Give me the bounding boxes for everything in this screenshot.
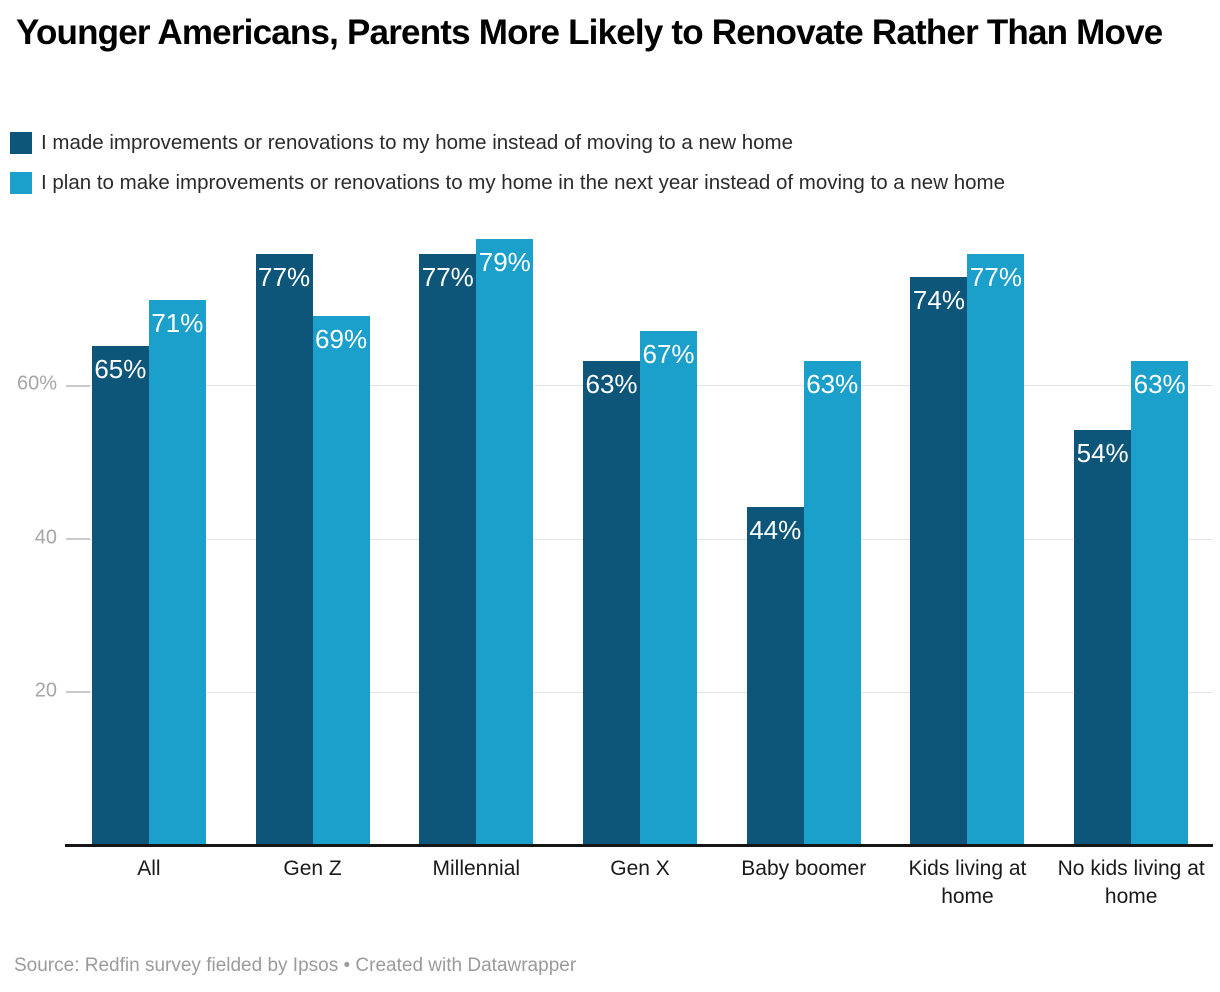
bar-plan-baby-boomer: 63%: [803, 361, 861, 844]
bar-made-gen-x: 63%: [583, 361, 641, 844]
category-label-text: Gen X: [610, 857, 670, 880]
legend-label: I plan to make improvements or renovatio…: [41, 170, 1005, 194]
bar-made-no-kids-living-at-home: 54%: [1074, 430, 1132, 844]
category-label: Millennial: [394, 855, 558, 883]
bar-value-label: 77%: [421, 262, 474, 292]
bar-plan-millennial: 79%: [476, 239, 534, 844]
x-axis-line: [65, 844, 1213, 847]
bar-plan-gen-x: 67%: [640, 331, 698, 844]
bar-made-baby-boomer: 44%: [746, 507, 804, 844]
bar-group-no-kids-living-at-home: 54% 63%: [1049, 229, 1213, 844]
category-label-text: Gen Z: [283, 857, 342, 880]
category-label-text: Millennial: [432, 857, 521, 880]
bar-group-kids-living-at-home: 74% 77%: [886, 229, 1050, 844]
chart-title: Younger Americans, Parents More Likely t…: [16, 13, 1163, 52]
legend-swatch-icon: [10, 171, 32, 194]
y-axis-tick: [66, 691, 90, 694]
category-label-text: All: [137, 857, 161, 880]
bar-value-label: 69%: [315, 324, 368, 354]
chart-legend: I made improvements or renovations to my…: [10, 131, 1210, 211]
bar-value-label: 63%: [1133, 369, 1186, 399]
bar-value-label: 65%: [94, 354, 147, 384]
category-label: No kids living at home: [1049, 855, 1213, 911]
bar-made-all: 65%: [91, 346, 149, 844]
bar-made-millennial: 77%: [419, 254, 477, 844]
bar-value-label: 63%: [585, 369, 638, 399]
bar-value-label: 79%: [478, 247, 531, 277]
category-label: Gen Z: [231, 855, 395, 883]
category-label-text: Baby boomer: [741, 857, 867, 880]
bar-made-kids-living-at-home: 74%: [910, 277, 968, 844]
legend-item: I made improvements or renovations to my…: [10, 131, 1210, 155]
bar-group-millennial: 77% 79%: [394, 229, 558, 844]
bar-group-baby-boomer: 44% 63%: [722, 229, 886, 844]
y-axis-tick: [66, 384, 90, 387]
category-label: Gen X: [558, 855, 722, 883]
y-axis-tick-label: 20: [34, 679, 57, 702]
source-attribution: Source: Redfin survey fielded by Ipsos •…: [14, 955, 577, 976]
legend-swatch-icon: [10, 132, 32, 155]
bar-value-label: 63%: [806, 369, 859, 399]
legend-label: I made improvements or renovations to my…: [41, 131, 794, 154]
bar-value-label: 77%: [969, 262, 1022, 292]
bar-plan-no-kids-living-at-home: 63%: [1131, 361, 1189, 844]
bar-plan-kids-living-at-home: 77%: [967, 254, 1025, 844]
bar-value-label: 74%: [912, 285, 965, 315]
category-axis-labels: All Gen Z Millennial Gen X Baby boomer Kids l…: [67, 855, 1213, 911]
bar-plan-gen-z: 69%: [312, 316, 370, 844]
category-label-text: No kids living at home: [1057, 857, 1205, 908]
bar-value-label: 54%: [1076, 438, 1129, 468]
category-label: Baby boomer: [722, 855, 886, 883]
y-axis-tick-label: 60%: [16, 372, 57, 395]
bar-group-all: 65% 71%: [67, 229, 231, 844]
bar-value-label: 44%: [749, 515, 802, 545]
bar-value-label: 71%: [151, 308, 204, 338]
category-label: Kids living at home: [886, 855, 1050, 911]
bar-groups: 65% 71% 77% 69% 77% 79% 63% 67% 44% 63% 74% 77% 54% 6…: [67, 229, 1213, 844]
bar-plan-all: 71%: [148, 300, 206, 844]
legend-item: I plan to make improvements or renovatio…: [10, 170, 1210, 195]
plot-area: 20 40 60% 65% 71% 77% 69% 77% 79% 63% 67% 44% 63% 74…: [17, 229, 1213, 908]
y-axis-tick: [66, 538, 90, 541]
bar-value-label: 77%: [258, 262, 311, 292]
bar-value-label: 67%: [642, 339, 695, 369]
bar-made-gen-z: 77%: [255, 254, 313, 844]
bar-group-gen-x: 63% 67%: [558, 229, 722, 844]
category-label-text: Kids living at home: [908, 857, 1027, 908]
category-label: All: [67, 855, 231, 883]
bar-group-gen-z: 77% 69%: [231, 229, 395, 844]
y-axis-tick-label: 40: [34, 525, 57, 548]
